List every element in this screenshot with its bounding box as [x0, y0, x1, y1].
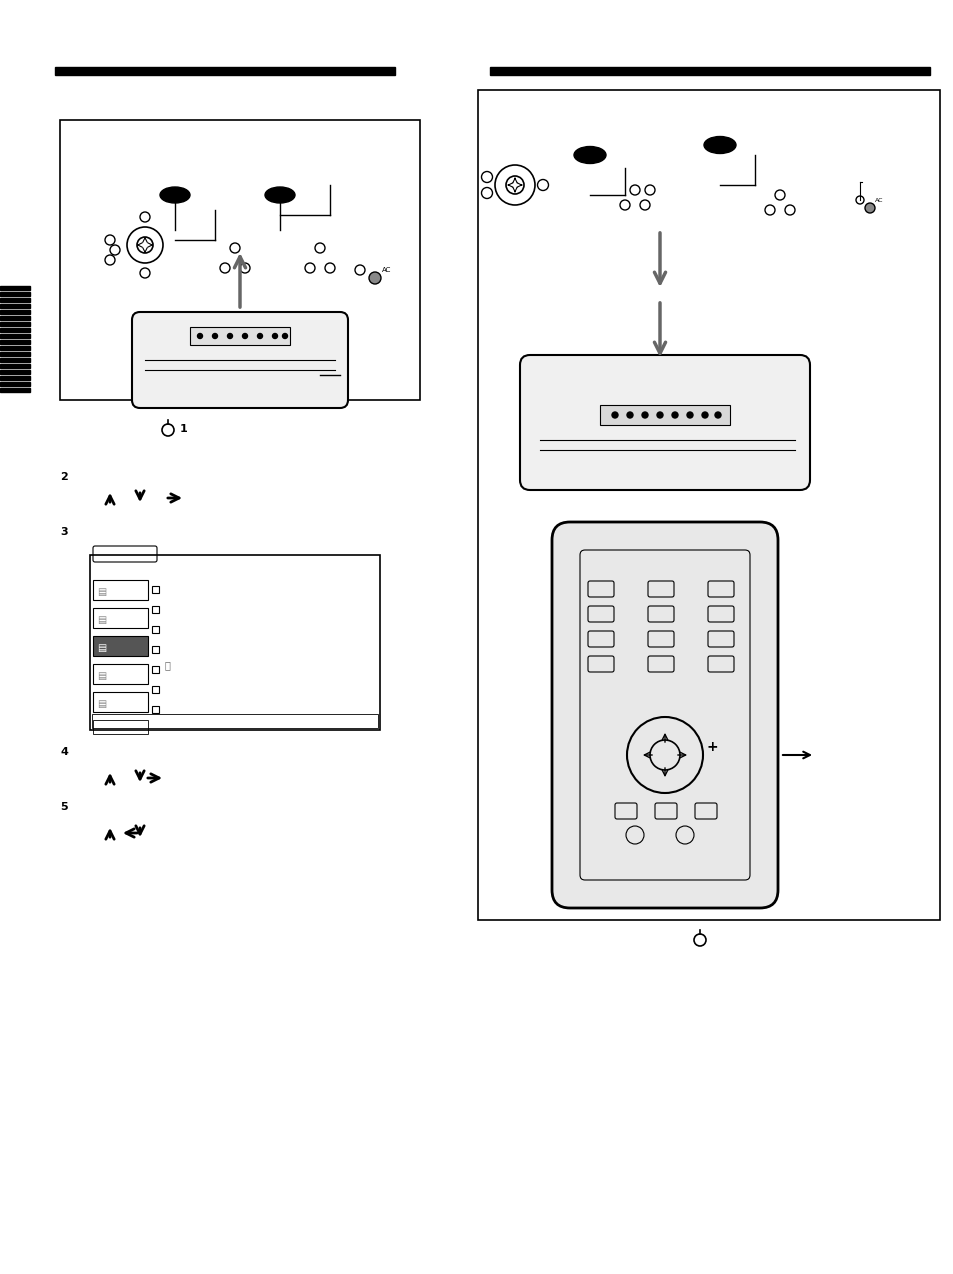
- Circle shape: [626, 412, 633, 418]
- Bar: [599, 405, 729, 426]
- Bar: [92, 692, 148, 712]
- Text: ▤: ▤: [97, 587, 106, 598]
- Bar: [152, 685, 159, 693]
- Bar: [0, 364, 30, 368]
- Bar: [92, 636, 148, 656]
- Bar: [0, 322, 30, 326]
- Circle shape: [612, 412, 618, 418]
- Bar: [152, 706, 159, 713]
- Bar: [0, 340, 30, 344]
- Bar: [92, 664, 148, 684]
- Circle shape: [641, 412, 647, 418]
- Bar: [0, 310, 30, 313]
- Circle shape: [242, 334, 247, 339]
- Bar: [0, 298, 30, 302]
- Bar: [152, 586, 159, 592]
- Bar: [0, 285, 30, 290]
- Bar: [0, 304, 30, 308]
- Bar: [152, 646, 159, 654]
- Ellipse shape: [160, 187, 190, 203]
- Text: 1: 1: [180, 424, 188, 434]
- Circle shape: [273, 334, 277, 339]
- Circle shape: [257, 334, 262, 339]
- Bar: [152, 666, 159, 673]
- Circle shape: [657, 412, 662, 418]
- Text: ▤: ▤: [97, 671, 106, 682]
- Text: AC: AC: [381, 268, 391, 273]
- FancyBboxPatch shape: [132, 312, 348, 408]
- Bar: [91, 713, 377, 727]
- Circle shape: [714, 412, 720, 418]
- Bar: [0, 352, 30, 355]
- Text: 5: 5: [60, 803, 68, 812]
- Bar: [0, 376, 30, 380]
- Bar: [0, 389, 30, 392]
- Bar: [90, 555, 379, 730]
- Text: ▤: ▤: [97, 643, 106, 654]
- Circle shape: [701, 412, 707, 418]
- Bar: [60, 120, 419, 400]
- Bar: [0, 327, 30, 333]
- FancyBboxPatch shape: [552, 522, 778, 908]
- Circle shape: [369, 273, 380, 284]
- FancyBboxPatch shape: [519, 355, 809, 490]
- Bar: [0, 316, 30, 320]
- Bar: [152, 626, 159, 633]
- Bar: [92, 580, 148, 600]
- Bar: [92, 720, 148, 734]
- Circle shape: [197, 334, 202, 339]
- Bar: [0, 292, 30, 296]
- Bar: [92, 608, 148, 628]
- Bar: [0, 347, 30, 350]
- Circle shape: [686, 412, 692, 418]
- Bar: [490, 68, 929, 75]
- Circle shape: [671, 412, 678, 418]
- Circle shape: [282, 334, 287, 339]
- Bar: [152, 606, 159, 613]
- Text: 4: 4: [60, 747, 68, 757]
- Bar: [0, 358, 30, 362]
- Bar: [0, 382, 30, 386]
- Circle shape: [864, 203, 874, 213]
- Text: 🏳: 🏳: [165, 660, 171, 670]
- Text: ▤: ▤: [97, 699, 106, 710]
- Text: 2: 2: [60, 471, 68, 482]
- Ellipse shape: [574, 147, 605, 163]
- Circle shape: [227, 334, 233, 339]
- Circle shape: [213, 334, 217, 339]
- Ellipse shape: [265, 187, 294, 203]
- Text: AC: AC: [874, 197, 882, 203]
- Bar: [0, 334, 30, 338]
- Bar: [190, 327, 290, 345]
- Text: ▤: ▤: [97, 615, 106, 626]
- Ellipse shape: [703, 136, 735, 153]
- Text: +: +: [706, 740, 718, 754]
- Bar: [0, 369, 30, 375]
- Bar: [55, 68, 395, 75]
- Text: 3: 3: [60, 527, 68, 538]
- Bar: [477, 90, 939, 920]
